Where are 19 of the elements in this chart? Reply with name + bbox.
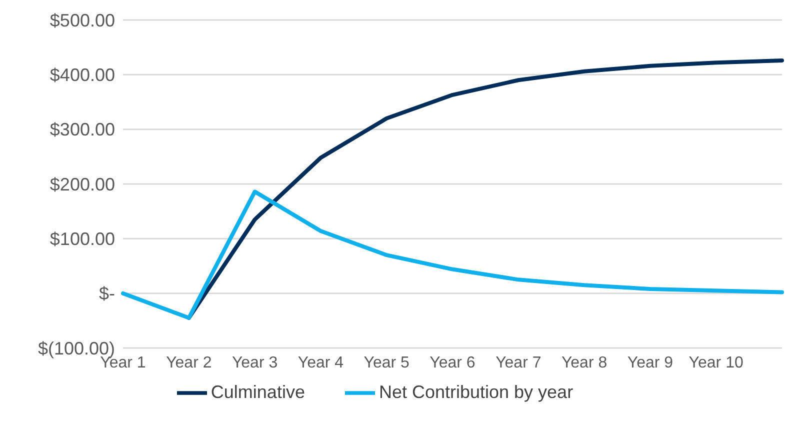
x-tick-label: Year 6 [430,354,476,372]
x-tick-label: Year 9 [627,354,674,372]
line-series [121,190,784,320]
y-tick-label: $500.00 [50,10,115,30]
y-tick-label: $400.00 [50,65,115,86]
legend-label: Culminative [210,382,305,402]
y-tick-label: $100.00 [50,229,115,250]
x-tick-label: Year 4 [298,354,344,372]
legend-label: Net Contribution by year [378,382,574,402]
x-tick-label: Year 5 [364,354,410,372]
x-tick-label: Year 8 [561,354,608,372]
x-tick-label: Year 3 [232,354,278,372]
y-tick-label: $(100.00) [38,338,115,358]
y-tick-label: $200.00 [50,174,115,194]
x-tick-label: Year 2 [166,354,212,372]
y-tick-label: $- [98,284,115,304]
x-tick-label: Year 7 [496,354,542,372]
y-tick-label: $300.00 [50,120,115,140]
x-tick-label: Year 10 [688,354,744,372]
